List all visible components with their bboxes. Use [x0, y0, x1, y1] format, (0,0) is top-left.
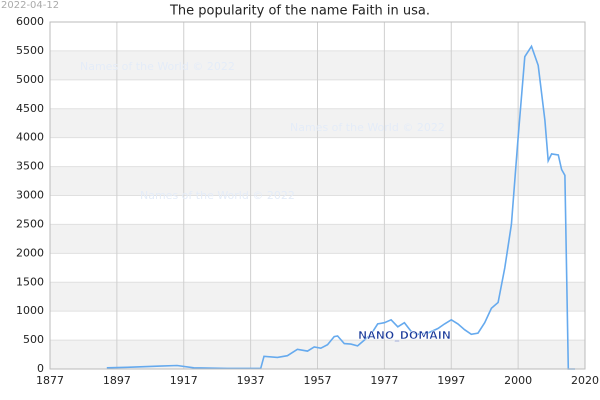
- plot-frame: [49, 21, 586, 370]
- x-tick-label: 2020: [571, 374, 599, 387]
- watermark: Names of the World © 2022: [290, 121, 445, 134]
- data-line: [106, 44, 575, 370]
- y-tick-label: 4000: [16, 131, 44, 144]
- y-tick-label: 5500: [16, 44, 44, 57]
- y-tick-label: 6000: [16, 15, 44, 28]
- y-tick-label: 2500: [16, 217, 44, 230]
- y-tick-label: 4500: [16, 102, 44, 115]
- y-tick-label: 2000: [16, 246, 44, 259]
- x-tick-label: 1937: [237, 374, 265, 387]
- y-tick-label: 1000: [16, 304, 44, 317]
- date-stamp: 2022-04-12: [1, 0, 59, 11]
- x-tick-label: 1997: [437, 374, 465, 387]
- x-tick-label: 1957: [304, 374, 332, 387]
- y-tick-label: 500: [23, 333, 44, 346]
- watermark: Names of the World © 2022: [140, 189, 295, 202]
- x-tick-label: 2000: [504, 374, 532, 387]
- y-tick-label: 5000: [16, 73, 44, 86]
- y-tick-label: 1500: [16, 275, 44, 288]
- x-tick-label: 1977: [370, 374, 398, 387]
- x-tick-label: 1917: [170, 374, 198, 387]
- domain-label: NANO_DOMAIN: [358, 329, 451, 342]
- x-tick-label: 1897: [103, 374, 131, 387]
- x-tick-label: 1877: [36, 374, 64, 387]
- y-tick-label: 3000: [16, 189, 44, 202]
- watermark: Names of the World © 2022: [80, 60, 235, 73]
- chart-title: The popularity of the name Faith in usa.: [169, 4, 430, 19]
- y-tick-label: 0: [37, 362, 44, 375]
- y-tick-label: 3500: [16, 160, 44, 173]
